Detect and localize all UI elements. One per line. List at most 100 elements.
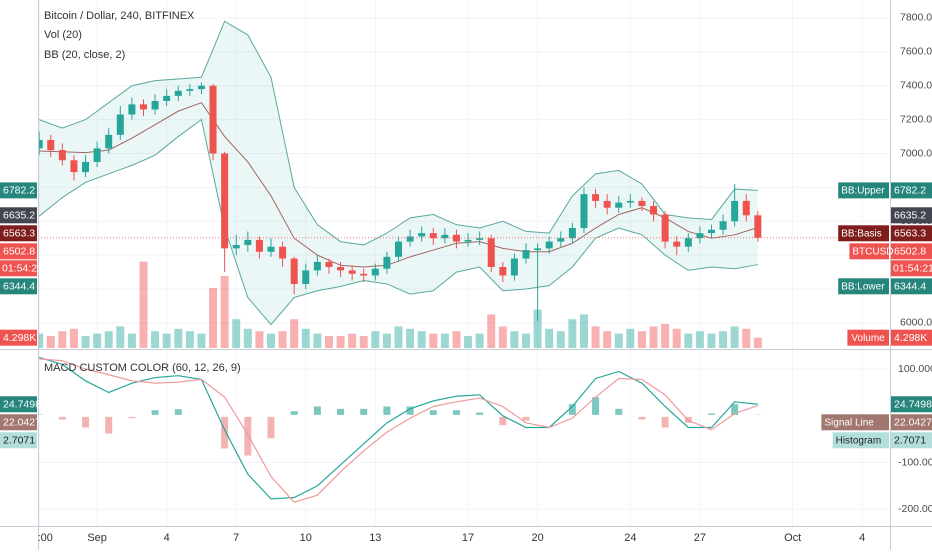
- volume-bar: [290, 319, 299, 348]
- price-tags: 6782.2 6782.2 BB:Upper 6635.2 6635.2 6563.3 65…: [0, 182, 932, 449]
- histogram-bar: [128, 415, 136, 419]
- volume-tag-label: 4.298K: [3, 332, 36, 344]
- candle-body: [93, 148, 101, 162]
- histogram-bar: [684, 415, 692, 423]
- price-tag-label: 6563.3: [3, 228, 35, 240]
- histogram-bar: [105, 415, 113, 434]
- histogram-bar: [476, 412, 484, 416]
- volume-bar: [730, 326, 739, 348]
- price-tag: [891, 278, 932, 295]
- volume-bar: [417, 331, 426, 348]
- countdown-tag: [0, 260, 37, 277]
- histogram-bar: [592, 397, 600, 416]
- volume-bar: [348, 333, 357, 348]
- volume-bar: [568, 319, 577, 348]
- band-fill: [39, 21, 758, 325]
- x-tick-label: 27: [694, 532, 706, 544]
- histogram-bar: [429, 410, 437, 416]
- candle-body: [255, 239, 263, 252]
- candle-body: [105, 134, 113, 149]
- candle-body: [244, 239, 252, 245]
- candle-body: [139, 104, 147, 110]
- volume-bar: [591, 326, 600, 348]
- volume-bar: [46, 336, 55, 348]
- candle-body: [719, 221, 727, 230]
- x-tick-label: 20: [531, 532, 543, 544]
- histogram-bar: [499, 415, 507, 426]
- volume-bar: [487, 314, 496, 348]
- histogram-bar: [638, 415, 646, 420]
- candle-body: [371, 268, 379, 276]
- volume-bar: [116, 326, 125, 348]
- candle-body: [406, 236, 414, 242]
- volume-bar: [719, 331, 728, 348]
- series-name-tag: [847, 329, 889, 346]
- volume-bar: [313, 333, 322, 348]
- candle-body: [337, 267, 345, 271]
- candle-body: [360, 273, 368, 276]
- histogram-bar: [661, 415, 669, 428]
- volume-bar: [440, 333, 449, 348]
- series-name-label: Histogram: [836, 435, 882, 446]
- price-tag: [0, 278, 37, 295]
- candle-body: [267, 246, 275, 252]
- candle-body: [197, 85, 205, 90]
- countdown-tag: [891, 260, 932, 277]
- volume-bar: [197, 333, 206, 348]
- candle-body: [383, 256, 391, 269]
- candle-body: [487, 238, 495, 268]
- volume-bar: [93, 333, 102, 348]
- y-tick-label: 7000.0: [900, 147, 932, 159]
- volume-bar: [278, 331, 287, 348]
- price-tag-label: 22.0427: [894, 417, 932, 429]
- histogram-bar: [174, 409, 182, 416]
- candle-body: [557, 238, 565, 242]
- series-name-tag: [821, 414, 889, 431]
- candle-body: [464, 239, 472, 242]
- candle-body: [731, 200, 739, 222]
- price-tag-label: 6635.2: [3, 210, 35, 222]
- price-tag-label: 24.7498: [894, 399, 932, 411]
- histogram-bar: [707, 413, 715, 416]
- x-tick-label: 4: [859, 532, 865, 544]
- candle-body: [510, 258, 518, 276]
- candle-body: [650, 206, 658, 215]
- indicator-label: BB (20, close, 2): [44, 49, 125, 61]
- volume-bar: [185, 331, 194, 348]
- x-tick-label: 24: [624, 532, 636, 544]
- histogram-bar: [522, 415, 530, 421]
- candle-body: [696, 233, 704, 239]
- price-tag-label: 2.7071: [3, 435, 35, 447]
- volume-bar: [614, 333, 623, 348]
- histogram-bar: [568, 404, 576, 416]
- volume-bar: [661, 324, 670, 348]
- histogram-bar: [337, 408, 345, 416]
- volume-bar: [707, 333, 716, 348]
- histogram-bar: [151, 410, 159, 416]
- y-tick-label: 7800.0: [900, 12, 932, 24]
- volume-bar: [603, 331, 612, 348]
- macd-title: MACD CUSTOM COLOR (60, 12, 26, 9): [44, 362, 241, 374]
- series-name-label: BTCUSD: [852, 246, 893, 257]
- volume-bar: [545, 328, 554, 348]
- candle-body: [429, 233, 437, 239]
- price-tag: [891, 207, 932, 224]
- y-tick-label: 7200.0: [900, 113, 932, 125]
- candle-body: [70, 160, 78, 173]
- volume-bar: [58, 331, 67, 348]
- histogram-bar: [58, 415, 66, 420]
- volume-bar: [174, 328, 183, 348]
- candle-body: [603, 200, 611, 208]
- volume-tag: [0, 329, 37, 346]
- candle-body: [592, 194, 600, 201]
- histogram-bar: [452, 410, 460, 416]
- chart-title: Bitcoin / Dollar, 240, BITFINEX: [44, 10, 195, 22]
- candle-body: [499, 267, 507, 276]
- candle-body: [348, 270, 356, 274]
- price-tag: [891, 243, 932, 260]
- price-tag: [891, 182, 932, 199]
- price-tag: [0, 207, 37, 224]
- x-tick-label: 4: [164, 532, 170, 544]
- series-name-label: BB:Upper: [841, 186, 885, 197]
